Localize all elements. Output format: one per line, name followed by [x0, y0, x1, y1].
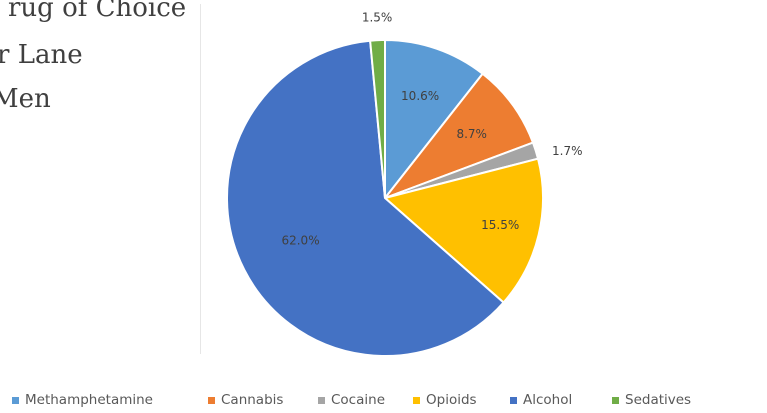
legend-item-methamphetamine: Methamphetamine — [12, 390, 153, 410]
legend-label: Cocaine — [331, 392, 385, 408]
legend-swatch — [413, 396, 420, 404]
title-line-1: rug of Choice — [8, 0, 187, 23]
pie-slice-sedatives — [369, 38, 386, 199]
legend-item-sedatives: Sedatives — [612, 390, 691, 410]
legend-label: Sedatives — [625, 392, 692, 408]
legend-label: Methamphetamine — [25, 392, 153, 408]
legend-label: Alcohol — [523, 392, 573, 408]
data-label-alcohol: 62.0% — [281, 234, 319, 248]
divider-line — [200, 4, 201, 354]
data-label-methamphetamine: 10.6% — [401, 89, 439, 103]
legend-swatch — [318, 396, 325, 404]
legend: Methamphetamine Cannabis Cocaine Opioids Alc… — [0, 390, 767, 412]
pie-slice-methamphetamine — [384, 38, 485, 201]
legend-item-opioids: Opioids — [413, 390, 477, 410]
legend-item-alcohol: Alcohol — [510, 390, 572, 410]
pie-slice-opioids — [382, 157, 544, 304]
legend-swatch — [510, 396, 517, 404]
pie-slice-alcohol — [226, 39, 505, 357]
legend-swatch — [208, 396, 215, 404]
data-label-cannabis: 8.7% — [456, 127, 487, 141]
legend-item-cannabis: Cannabis — [208, 390, 283, 410]
title-line-3: Men — [0, 84, 51, 114]
legend-label: Cannabis — [221, 392, 284, 408]
legend-swatch — [12, 396, 19, 404]
title-line-2: r Lane — [0, 40, 83, 70]
pie-slice-cannabis — [382, 72, 535, 201]
data-label-opioids: 15.5% — [481, 218, 519, 232]
legend-swatch — [612, 396, 619, 404]
chart-title: rug of Choice r Lane Men — [0, 0, 210, 130]
data-label-sedatives: 1.5% — [362, 11, 393, 25]
data-label-cocaine: 1.7% — [552, 144, 583, 158]
legend-label: Opioids — [426, 392, 477, 408]
legend-item-cocaine: Cocaine — [318, 390, 385, 410]
